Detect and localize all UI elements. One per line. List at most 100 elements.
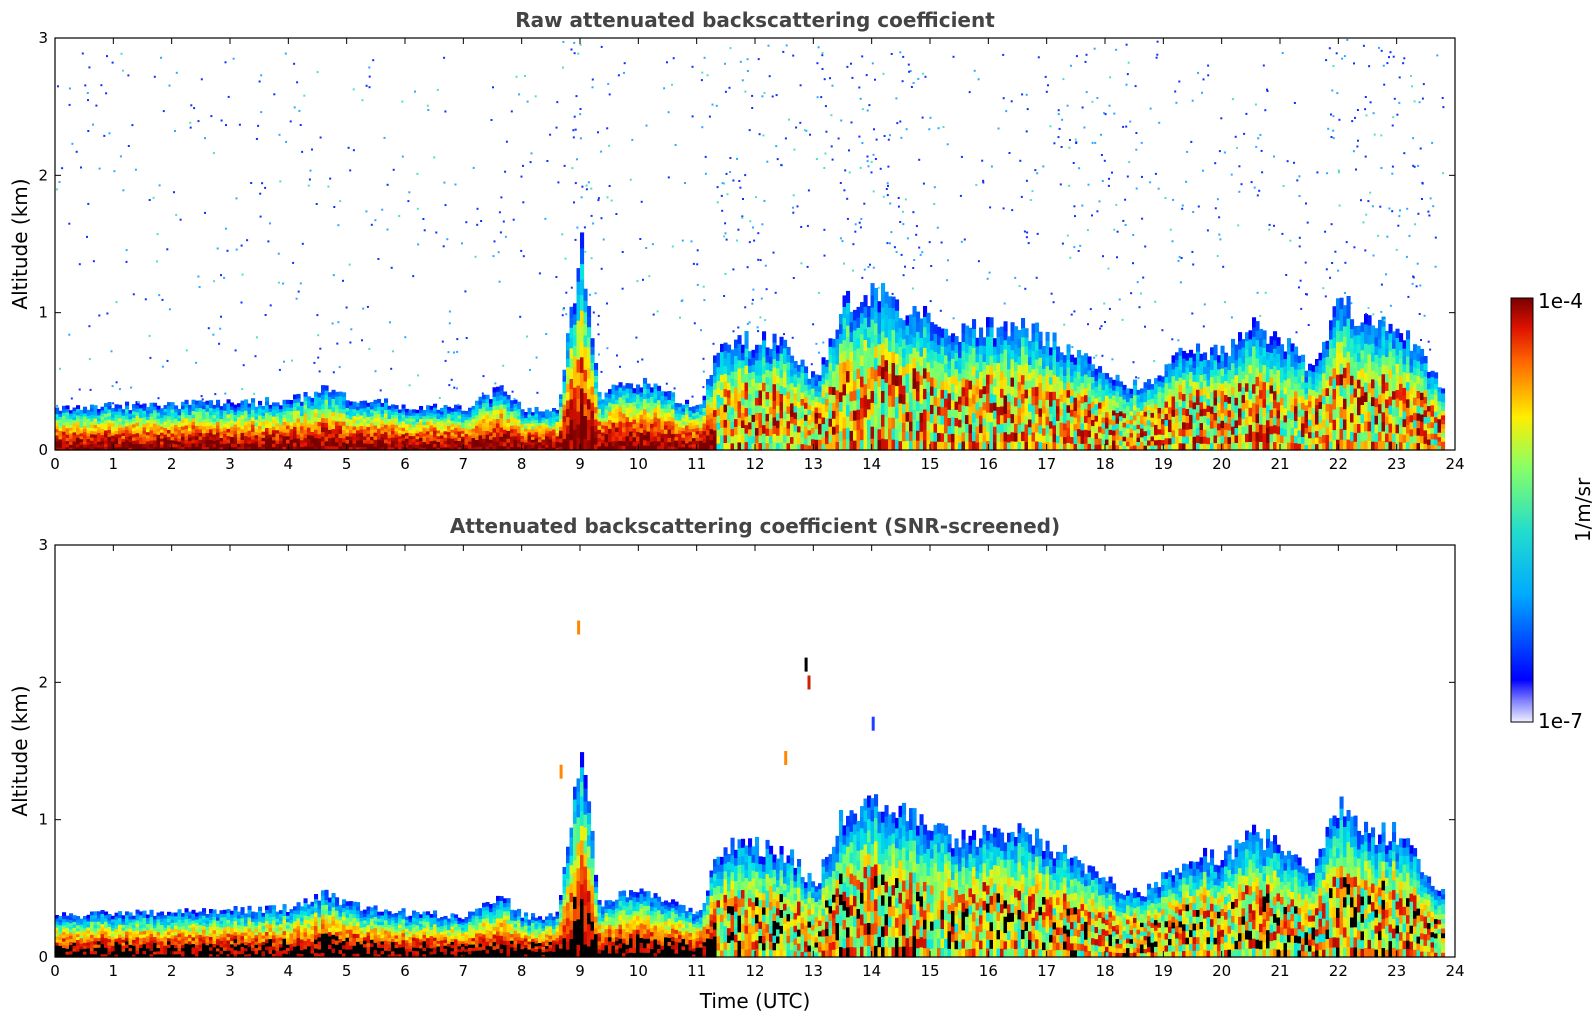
heatmap-cell: [209, 410, 214, 416]
heatmap-cell: [97, 411, 102, 416]
heatmap-cell: [1038, 390, 1043, 400]
heatmap-cell: [867, 357, 872, 369]
heatmap-cell: [401, 420, 406, 425]
heatmap-cell: [720, 381, 725, 390]
heatmap-cell: [839, 411, 844, 422]
heatmap-cell: [954, 352, 959, 362]
heatmap-cell: [1301, 429, 1306, 437]
heatmap-cell: [1182, 421, 1187, 430]
heatmap-cell: [121, 418, 126, 422]
heatmap-cell: [1192, 388, 1197, 396]
heatmap-cell: [447, 425, 452, 429]
heatmap-cell: [517, 443, 522, 448]
heatmap-cell: [429, 412, 434, 416]
heatmap-cell: [611, 431, 616, 437]
heatmap-cell: [877, 396, 882, 409]
heatmap-cell: [891, 296, 896, 309]
heatmap-cell: [429, 427, 434, 432]
heatmap-cell: [573, 324, 578, 336]
heatmap-cell: [825, 372, 830, 380]
heatmap-cell: [496, 404, 501, 410]
heatmap-cell: [1014, 441, 1019, 451]
heatmap-cell: [1234, 344, 1239, 353]
heatmap-cell: [1283, 400, 1288, 409]
heatmap-cell: [594, 363, 599, 370]
heatmap-cell: [1273, 356, 1278, 366]
heatmap-cell: [877, 354, 882, 366]
heatmap-cell: [867, 398, 872, 410]
heatmap-cell: [842, 427, 847, 440]
heatmap-cell: [268, 404, 273, 409]
heatmap-cell: [90, 420, 95, 425]
heatmap-cell: [100, 409, 105, 414]
heatmap-cell: [573, 439, 578, 451]
heatmap-cell: [342, 417, 347, 422]
heatmap-cell: [1150, 431, 1155, 437]
heatmap-cell: [1290, 434, 1295, 443]
heatmap-cell: [678, 433, 683, 438]
heatmap-cell: [125, 415, 130, 420]
heatmap-cell: [1024, 354, 1029, 364]
heatmap-cell: [363, 446, 368, 451]
heatmap-cell: [370, 419, 375, 424]
heatmap-cell: [233, 414, 238, 419]
heatmap-cell: [783, 434, 788, 443]
heatmap-cell: [307, 430, 312, 436]
heatmap-cell: [426, 446, 431, 451]
heatmap-cell: [615, 408, 620, 414]
heatmap-cell: [818, 401, 823, 408]
heatmap-cell: [636, 398, 641, 404]
heatmap-cell: [972, 384, 977, 395]
heatmap-cell: [758, 352, 763, 361]
heatmap-cell: [849, 361, 854, 372]
heatmap-cell: [1049, 347, 1054, 356]
heatmap-cell: [800, 430, 805, 438]
heatmap-cell: [415, 412, 420, 417]
heatmap-cell: [461, 416, 466, 420]
heatmap-cell: [783, 347, 788, 357]
heatmap-cell: [660, 408, 665, 413]
heatmap-cell: [930, 440, 935, 451]
heatmap-cell: [1217, 375, 1222, 383]
heatmap-cell: [1301, 409, 1306, 417]
heatmap-cell: [916, 331, 921, 342]
heatmap-cell: [254, 416, 259, 420]
heatmap-cell: [433, 443, 438, 448]
heatmap-cell: [657, 422, 662, 428]
heatmap-cell: [821, 443, 826, 451]
heatmap-cell: [324, 399, 329, 405]
heatmap-cell: [457, 443, 462, 448]
heatmap-cell: [727, 367, 732, 376]
heatmap-cell: [825, 392, 830, 400]
heatmap-cell: [1063, 422, 1068, 431]
heatmap-cell: [1122, 412, 1127, 419]
heatmap-cell: [531, 439, 536, 443]
heatmap-cell: [573, 345, 578, 357]
heatmap-cell: [930, 431, 935, 442]
heatmap-cell: [1098, 384, 1103, 391]
heatmap-cell: [443, 421, 448, 425]
heatmap-cell: [513, 410, 518, 415]
heatmap-cell: [457, 430, 462, 435]
heatmap-cell: [1091, 425, 1096, 433]
heatmap-cell: [83, 406, 88, 411]
heatmap-cell: [391, 427, 396, 432]
heatmap-cell: [436, 412, 441, 417]
heatmap-cell: [1150, 435, 1155, 442]
heatmap-cell: [1101, 444, 1106, 451]
heatmap-cell: [457, 421, 462, 426]
heatmap-cell: [1196, 442, 1201, 451]
heatmap-cell: [58, 441, 63, 445]
heatmap-cell: [919, 365, 924, 376]
heatmap-cell: [76, 424, 81, 429]
heatmap-cell: [629, 397, 634, 404]
heatmap-cell: [387, 421, 392, 426]
heatmap-cell: [611, 422, 616, 428]
heatmap-cell: [1115, 444, 1120, 451]
heatmap-cell: [307, 442, 312, 447]
heatmap-cell: [1192, 367, 1197, 375]
heatmap-cell: [1248, 415, 1253, 425]
heatmap-cell: [142, 423, 147, 428]
heatmap-cell: [639, 432, 644, 438]
heatmap-cell: [450, 423, 455, 427]
